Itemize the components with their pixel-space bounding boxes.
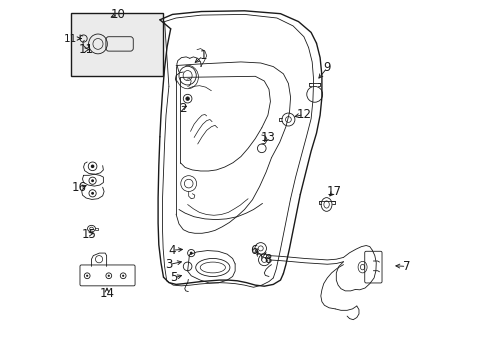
Text: 2: 2: [179, 102, 187, 114]
Text: 11: 11: [64, 33, 77, 44]
Circle shape: [107, 275, 110, 277]
Text: 13: 13: [260, 131, 275, 144]
Text: 12: 12: [296, 108, 311, 121]
Bar: [71, 13, 163, 76]
Text: 16: 16: [72, 181, 87, 194]
Circle shape: [91, 192, 94, 195]
Circle shape: [91, 179, 94, 182]
Text: 17: 17: [325, 185, 341, 198]
Circle shape: [185, 97, 189, 100]
Text: 14: 14: [99, 287, 114, 300]
Circle shape: [91, 165, 94, 168]
Text: 7: 7: [402, 260, 409, 273]
Text: 15: 15: [81, 228, 96, 240]
Text: 6: 6: [250, 244, 258, 257]
Text: 5: 5: [170, 271, 178, 284]
Text: 1: 1: [199, 49, 206, 62]
Text: 3: 3: [165, 258, 172, 271]
Text: 8: 8: [264, 253, 271, 266]
Circle shape: [189, 252, 192, 255]
Text: 11: 11: [79, 43, 93, 56]
Text: 4: 4: [168, 244, 176, 257]
Text: 10: 10: [110, 8, 125, 21]
Circle shape: [122, 275, 124, 277]
Text: 9: 9: [323, 61, 330, 74]
Circle shape: [86, 275, 88, 277]
